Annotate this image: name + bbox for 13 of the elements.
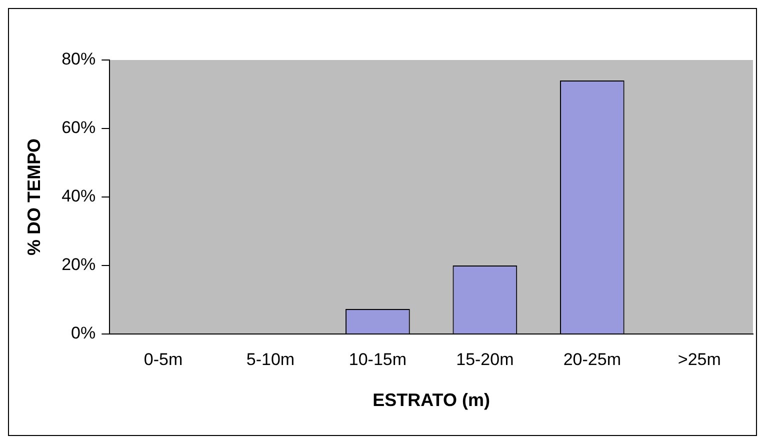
y-tick-label: 80% [62,50,96,69]
x-tick-label: 20-25m [563,350,621,369]
y-tick-label: 40% [62,186,96,206]
y-tick-label: 60% [62,118,96,138]
x-tick-label: 10-15m [348,350,407,369]
y-axis-title: % DO TEMPO [24,138,44,256]
x-tick-label: 15-20m [456,350,514,369]
x-tick-label: >25m [678,350,721,369]
x-axis-title: ESTRATO (m) [372,390,490,410]
x-tick-label: 0-5m [144,350,183,369]
y-tick-label: 20% [62,255,96,274]
y-tick-label: 0% [71,324,96,343]
x-tick-label: 5-10m [246,350,295,369]
